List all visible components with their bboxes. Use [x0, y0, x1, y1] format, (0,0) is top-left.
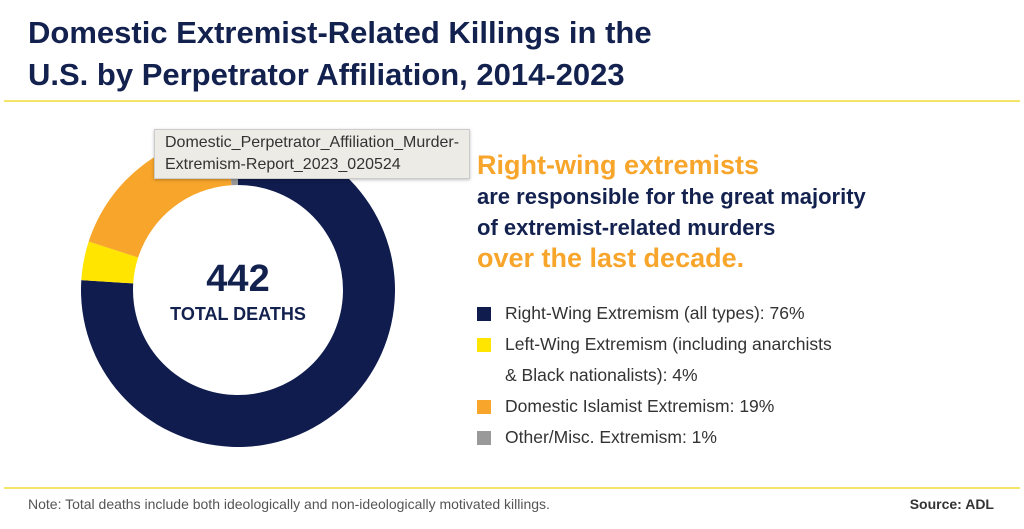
legend-item: Left-Wing Extremism (including anarchist…: [477, 329, 832, 391]
total-value: 442: [206, 258, 270, 300]
legend: Right-Wing Extremism (all types): 76% Le…: [477, 298, 832, 453]
legend-item: Other/Misc. Extremism: 1%: [477, 422, 832, 453]
file-tooltip: Domestic_Perpetrator_Affiliation_Murder-…: [154, 129, 471, 179]
donut-slice-1: [81, 241, 139, 284]
chart-title: Domestic Extremist-Related Killings in t…: [28, 15, 652, 92]
total-label: TOTAL DEATHS: [170, 304, 306, 324]
donut-slice-0: [81, 133, 395, 447]
headline: Right-wing extremists are responsible fo…: [477, 150, 866, 273]
source: Source: ADL: [909, 496, 994, 512]
legend-item: Domestic Islamist Extremism: 19%: [477, 391, 832, 422]
divider: [4, 487, 1020, 489]
footnote: Note: Total deaths include both ideologi…: [28, 496, 550, 512]
legend-item: Right-Wing Extremism (all types): 76%: [477, 298, 832, 329]
divider: [4, 100, 1020, 102]
